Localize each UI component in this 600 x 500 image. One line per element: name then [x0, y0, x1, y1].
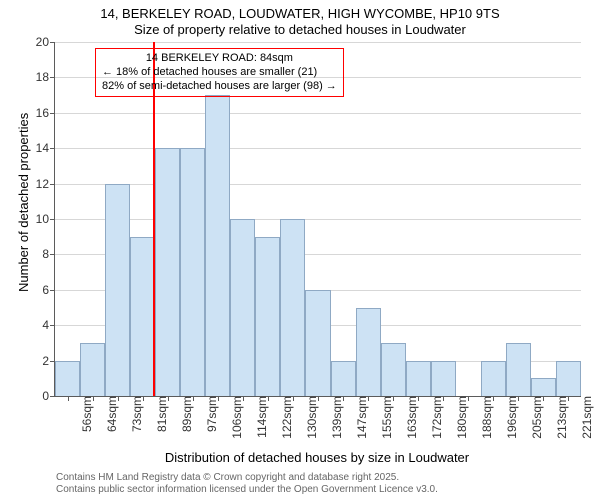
- x-tick-label: 180sqm: [449, 396, 469, 439]
- x-tick-mark: [318, 396, 319, 401]
- annotation-box: 14 BERKELEY ROAD: 84sqm← 18% of detached…: [95, 48, 344, 97]
- x-tick-label: 81sqm: [149, 396, 169, 432]
- histogram-bar: [556, 361, 581, 396]
- histogram-bar: [531, 378, 556, 396]
- histogram-bar: [155, 148, 180, 396]
- y-axis-label: Number of detached properties: [16, 113, 31, 292]
- x-tick-label: 155sqm: [374, 396, 394, 439]
- y-gridline: [55, 184, 581, 185]
- x-tick-mark: [368, 396, 369, 401]
- chart-title-line2: Size of property relative to detached ho…: [0, 22, 600, 37]
- x-tick-mark: [493, 396, 494, 401]
- x-tick-label: 73sqm: [124, 396, 144, 432]
- plot-area: 0246810121416182056sqm64sqm73sqm81sqm89s…: [54, 42, 581, 397]
- x-tick-mark: [568, 396, 569, 401]
- x-tick-label: 139sqm: [324, 396, 344, 439]
- histogram-bar: [130, 237, 155, 396]
- x-tick-label: 205sqm: [524, 396, 544, 439]
- annotation-line: ← 18% of detached houses are smaller (21…: [102, 66, 337, 80]
- x-axis-label: Distribution of detached houses by size …: [54, 450, 580, 465]
- y-gridline: [55, 219, 581, 220]
- annotation-line: 14 BERKELEY ROAD: 84sqm: [102, 52, 337, 66]
- histogram-bar: [331, 361, 356, 396]
- y-tick-label: 18: [36, 70, 55, 84]
- x-tick-mark: [343, 396, 344, 401]
- histogram-bar: [280, 219, 305, 396]
- x-tick-label: 106sqm: [224, 396, 244, 439]
- x-tick-mark: [418, 396, 419, 401]
- x-tick-label: 196sqm: [499, 396, 519, 439]
- y-tick-label: 4: [42, 318, 55, 332]
- x-tick-label: 114sqm: [249, 396, 269, 438]
- x-tick-mark: [118, 396, 119, 401]
- x-tick-label: 97sqm: [199, 396, 219, 432]
- x-tick-mark: [168, 396, 169, 401]
- x-tick-label: 147sqm: [349, 396, 369, 439]
- histogram-bar: [305, 290, 330, 396]
- histogram-bar: [481, 361, 506, 396]
- y-tick-label: 12: [36, 177, 55, 191]
- property-size-histogram: 14, BERKELEY ROAD, LOUDWATER, HIGH WYCOM…: [0, 0, 600, 500]
- x-tick-mark: [243, 396, 244, 401]
- x-tick-mark: [193, 396, 194, 401]
- histogram-bar: [205, 95, 230, 396]
- y-tick-label: 16: [36, 106, 55, 120]
- x-tick-mark: [468, 396, 469, 401]
- histogram-bar: [80, 343, 105, 396]
- histogram-bar: [431, 361, 456, 396]
- x-tick-mark: [518, 396, 519, 401]
- y-tick-label: 2: [42, 354, 55, 368]
- histogram-bar: [356, 308, 381, 397]
- histogram-bar: [55, 361, 80, 396]
- x-tick-label: 64sqm: [99, 396, 119, 432]
- chart-title-line1: 14, BERKELEY ROAD, LOUDWATER, HIGH WYCOM…: [0, 6, 600, 21]
- histogram-bar: [230, 219, 255, 396]
- x-tick-mark: [143, 396, 144, 401]
- histogram-bar: [105, 184, 130, 396]
- attribution-line2: Contains public sector information licen…: [56, 484, 438, 497]
- x-tick-label: 188sqm: [474, 396, 494, 439]
- y-gridline: [55, 113, 581, 114]
- y-tick-label: 8: [42, 247, 55, 261]
- y-gridline: [55, 42, 581, 43]
- x-tick-label: 56sqm: [74, 396, 94, 432]
- histogram-bar: [381, 343, 406, 396]
- histogram-bar: [506, 343, 531, 396]
- histogram-bar: [180, 148, 205, 396]
- x-tick-label: 89sqm: [174, 396, 194, 432]
- histogram-bar: [255, 237, 280, 396]
- y-tick-label: 6: [42, 283, 55, 297]
- histogram-bar: [406, 361, 431, 396]
- y-tick-label: 14: [36, 141, 55, 155]
- x-tick-label: 130sqm: [299, 396, 319, 439]
- x-tick-mark: [393, 396, 394, 401]
- x-tick-label: 163sqm: [399, 396, 419, 439]
- x-tick-mark: [218, 396, 219, 401]
- x-tick-mark: [93, 396, 94, 401]
- x-tick-mark: [68, 396, 69, 401]
- annotation-line: 82% of semi-detached houses are larger (…: [102, 80, 337, 94]
- x-tick-mark: [543, 396, 544, 401]
- y-gridline: [55, 148, 581, 149]
- x-tick-label: 213sqm: [549, 396, 569, 439]
- x-tick-mark: [293, 396, 294, 401]
- attribution-line1: Contains HM Land Registry data © Crown c…: [56, 472, 399, 485]
- x-tick-label: 172sqm: [424, 396, 444, 439]
- x-tick-label: 221sqm: [574, 396, 594, 439]
- x-tick-mark: [443, 396, 444, 401]
- x-tick-label: 122sqm: [274, 396, 294, 439]
- y-tick-label: 10: [36, 212, 55, 226]
- y-tick-label: 20: [36, 35, 55, 49]
- y-tick-label: 0: [42, 389, 55, 403]
- x-tick-mark: [268, 396, 269, 401]
